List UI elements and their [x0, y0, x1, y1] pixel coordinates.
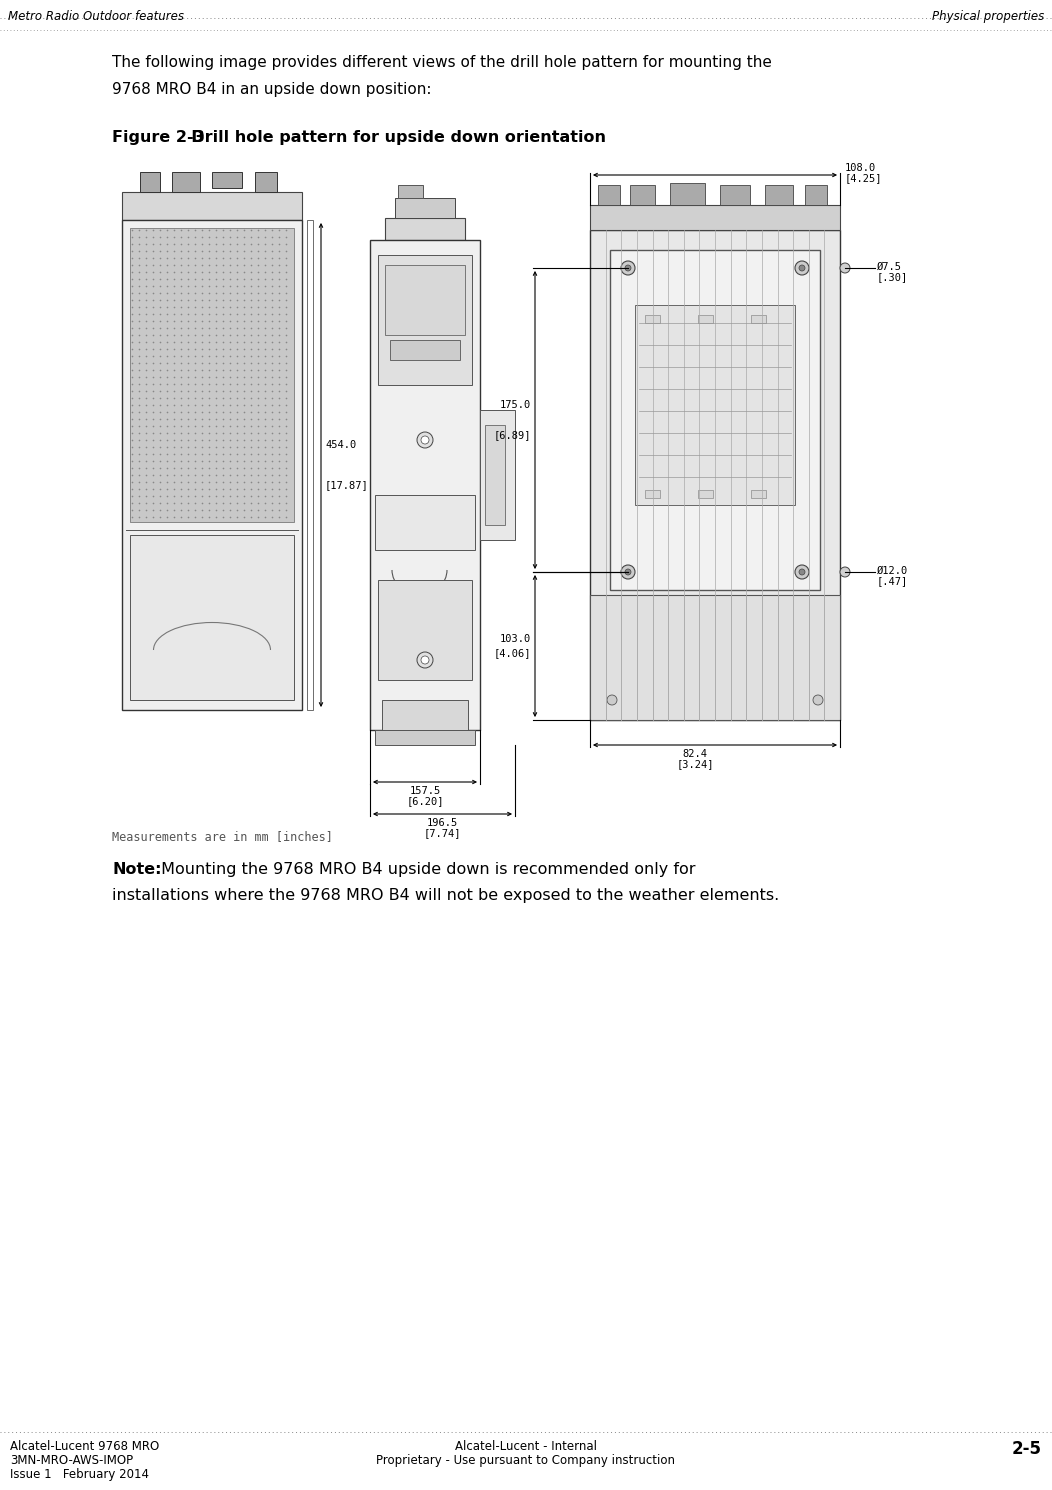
Text: Proprietary - Use pursuant to Company instruction: Proprietary - Use pursuant to Company in… — [377, 1454, 675, 1468]
Bar — [805, 185, 827, 206]
Text: Drill hole pattern for upside down orientation: Drill hole pattern for upside down orien… — [180, 130, 606, 145]
Circle shape — [839, 264, 850, 273]
Bar — [598, 185, 620, 206]
Bar — [171, 171, 200, 192]
Bar — [670, 183, 705, 206]
Text: [4.06]: [4.06] — [493, 648, 531, 659]
Text: Alcatel-Lucent 9768 MRO: Alcatel-Lucent 9768 MRO — [11, 1439, 159, 1453]
Text: Measurements are in mm [inches]: Measurements are in mm [inches] — [112, 830, 332, 843]
Bar — [697, 490, 713, 498]
Text: 157.5: 157.5 — [409, 787, 441, 796]
Text: 9768 MRO B4 in an upside down position:: 9768 MRO B4 in an upside down position: — [112, 82, 431, 97]
Bar — [122, 221, 302, 711]
Circle shape — [795, 261, 809, 276]
Text: 103.0: 103.0 — [500, 633, 531, 644]
Bar — [130, 228, 294, 522]
Circle shape — [625, 569, 631, 575]
Bar — [697, 314, 713, 323]
Bar — [140, 171, 160, 192]
Bar — [765, 185, 793, 206]
Text: Mounting the 9768 MRO B4 upside down is recommended only for: Mounting the 9768 MRO B4 upside down is … — [156, 863, 695, 878]
Text: The following image provides different views of the drill hole pattern for mount: The following image provides different v… — [112, 55, 772, 70]
Bar — [590, 206, 839, 229]
Bar — [307, 221, 313, 711]
Circle shape — [417, 432, 433, 448]
Bar — [480, 410, 515, 539]
Bar — [385, 265, 465, 335]
Bar — [378, 580, 472, 679]
Bar — [370, 240, 480, 730]
Text: Figure 2-3: Figure 2-3 — [112, 130, 205, 145]
Circle shape — [421, 656, 429, 665]
Bar — [213, 171, 242, 188]
Text: [6.20]: [6.20] — [406, 796, 444, 806]
Text: 2-5: 2-5 — [1012, 1439, 1041, 1459]
Text: Issue 1   February 2014: Issue 1 February 2014 — [11, 1468, 149, 1481]
Bar — [751, 490, 766, 498]
Text: Note:: Note: — [112, 863, 162, 878]
Circle shape — [621, 261, 635, 276]
Text: 3MN-MRO-AWS-IMOP: 3MN-MRO-AWS-IMOP — [11, 1454, 134, 1468]
Text: 454.0: 454.0 — [325, 441, 357, 450]
Text: installations where the 9768 MRO B4 will not be exposed to the weather elements.: installations where the 9768 MRO B4 will… — [112, 888, 780, 903]
Bar — [590, 229, 839, 720]
Circle shape — [621, 565, 635, 580]
Bar — [635, 305, 795, 505]
Circle shape — [795, 565, 809, 580]
Text: [6.89]: [6.89] — [493, 431, 531, 440]
Bar — [398, 185, 423, 198]
Bar — [382, 700, 468, 730]
Text: Physical properties: Physical properties — [932, 10, 1044, 22]
Text: [17.87]: [17.87] — [325, 480, 369, 490]
Circle shape — [839, 568, 850, 577]
Text: 175.0: 175.0 — [500, 399, 531, 410]
Bar — [255, 171, 277, 192]
Bar — [394, 198, 456, 218]
Bar — [630, 185, 655, 206]
Text: 82.4: 82.4 — [683, 749, 708, 758]
Text: Alcatel-Lucent - Internal: Alcatel-Lucent - Internal — [456, 1439, 596, 1453]
Text: [7.74]: [7.74] — [424, 828, 461, 837]
Bar — [122, 192, 302, 221]
Bar — [375, 730, 476, 745]
Circle shape — [800, 265, 805, 271]
Bar — [378, 255, 472, 384]
Text: 196.5: 196.5 — [427, 818, 458, 828]
Text: [4.25]: [4.25] — [845, 173, 883, 183]
Bar — [610, 250, 820, 590]
Bar — [645, 314, 660, 323]
Text: Ø7.5: Ø7.5 — [877, 262, 902, 273]
Circle shape — [625, 265, 631, 271]
Text: [.30]: [.30] — [877, 273, 908, 282]
Circle shape — [607, 694, 618, 705]
Circle shape — [421, 437, 429, 444]
Bar — [751, 314, 766, 323]
Bar — [590, 595, 839, 720]
Circle shape — [813, 694, 823, 705]
Text: [3.24]: [3.24] — [676, 758, 713, 769]
Bar — [390, 340, 460, 361]
Text: 108.0: 108.0 — [845, 162, 876, 173]
Text: [.47]: [.47] — [877, 577, 908, 586]
Bar — [645, 490, 660, 498]
Circle shape — [417, 653, 433, 668]
Bar — [375, 495, 476, 550]
Text: Metro Radio Outdoor features: Metro Radio Outdoor features — [8, 10, 184, 22]
Circle shape — [800, 569, 805, 575]
Bar — [130, 535, 294, 700]
Bar — [720, 185, 750, 206]
Bar — [385, 218, 465, 240]
Bar — [485, 425, 505, 524]
Text: Ø12.0: Ø12.0 — [877, 566, 908, 577]
